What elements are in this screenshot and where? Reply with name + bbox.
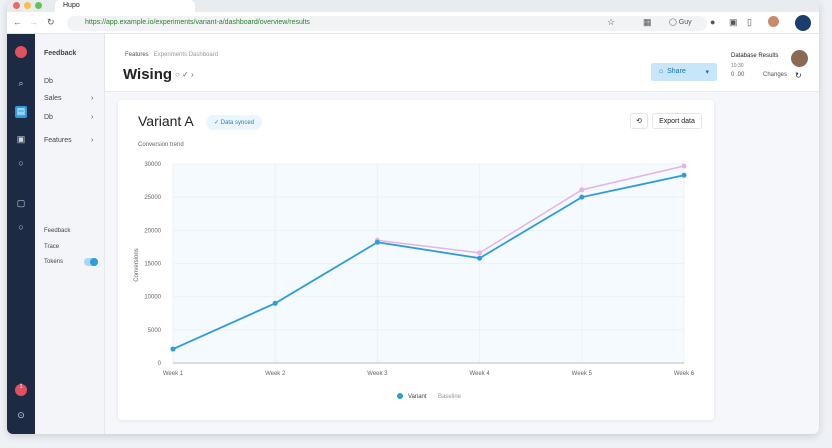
y-tick-label: 10000 xyxy=(144,295,161,301)
badge-label: Data synced xyxy=(220,120,255,126)
sidebar-item[interactable]: Features xyxy=(44,137,72,144)
x-tick-label: Week 4 xyxy=(469,371,490,377)
settings-item[interactable]: Trace xyxy=(44,244,60,250)
chevron-right-icon: › xyxy=(91,114,94,121)
data-point xyxy=(681,163,687,169)
title-actions-icon[interactable]: ○ ✓ › xyxy=(175,70,194,79)
settings-icon[interactable]: ○ xyxy=(18,222,24,232)
chevron-right-icon: › xyxy=(91,137,94,144)
forward-icon[interactable]: → xyxy=(29,17,38,27)
x-tick-label: Week 6 xyxy=(674,371,695,377)
data-point xyxy=(579,194,585,200)
x-tick-label: Week 5 xyxy=(572,371,593,377)
bookmark-icon[interactable]: ☆ xyxy=(607,17,616,27)
data-point xyxy=(477,250,483,256)
page-header: Features Experiments Dashboard Wising ○ … xyxy=(105,34,819,92)
y-tick-label: 0 xyxy=(158,361,162,367)
sync-badge: ✓ Data synced xyxy=(206,115,263,130)
logo-icon xyxy=(15,46,27,58)
sidebar-item[interactable]: Db xyxy=(44,114,53,121)
folder-icon[interactable]: ▣ xyxy=(729,17,738,27)
user-name: Database Results xyxy=(731,53,779,59)
y-tick-label: 15000 xyxy=(144,262,161,268)
account-avatar[interactable] xyxy=(795,15,811,31)
y-tick-label: 5000 xyxy=(148,328,162,334)
legend-label: Baseline xyxy=(438,394,462,400)
export-button[interactable]: Export data xyxy=(652,113,702,129)
address-bar-row: ← → ↻ https://app.example.io/experiments… xyxy=(7,12,819,34)
data-point xyxy=(170,346,176,352)
clipboard-icon[interactable]: ▯ xyxy=(747,17,752,27)
extensions-icon[interactable]: ▦ xyxy=(643,17,652,27)
image-icon[interactable]: ▣ xyxy=(16,134,26,144)
help-icon[interactable]: ⊙ xyxy=(17,410,25,420)
x-tick-label: Week 3 xyxy=(367,371,388,377)
sidebar-title: Feedback xyxy=(44,50,77,57)
changes-link[interactable]: Changes xyxy=(763,72,788,78)
tab-bar: Hupo xyxy=(7,0,819,12)
share-button[interactable]: ⌂ Share ▾ xyxy=(651,63,717,81)
share-icon-button[interactable]: ⟲ xyxy=(630,113,648,129)
url-input[interactable]: https://app.example.io/experiments/varia… xyxy=(67,16,707,31)
sidebar: Feedback Db Sales › Db › Features › Feed… xyxy=(35,34,105,434)
dashboard-icon[interactable]: ▤ xyxy=(15,106,27,118)
breadcrumb: Features Experiments Dashboard xyxy=(125,52,218,58)
refresh-icon[interactable]: ↻ xyxy=(795,71,802,80)
profile-chip[interactable]: ◯ Guy xyxy=(669,19,692,26)
y-tick-label: 25000 xyxy=(144,195,161,201)
browser-tab[interactable]: Hupo xyxy=(55,0,195,12)
user-avatar[interactable] xyxy=(791,50,808,67)
x-tick-label: Week 2 xyxy=(265,371,286,377)
data-point xyxy=(374,239,380,245)
chart-card: Variant A ✓ Data synced ⟲ Export data Co… xyxy=(118,100,714,420)
settings-item[interactable]: Feedback xyxy=(44,228,71,234)
search-icon[interactable]: ⌕ xyxy=(18,78,24,88)
chevron-right-icon: › xyxy=(91,95,94,102)
y-axis-label: Conversions xyxy=(134,248,140,281)
share-label: Share xyxy=(667,68,686,75)
close-window-button[interactable] xyxy=(13,2,20,9)
back-icon[interactable]: ← xyxy=(13,17,22,27)
browser-window: Hupo ← → ↻ https://app.example.io/experi… xyxy=(7,0,819,434)
tab-title: Hupo xyxy=(63,2,80,9)
x-tick-label: Week 1 xyxy=(163,371,184,377)
y-tick-label: 30000 xyxy=(144,162,161,168)
reload-icon[interactable]: ↻ xyxy=(47,17,55,27)
breadcrumb-root[interactable]: Features xyxy=(125,52,149,58)
profile-label: Guy xyxy=(678,19,692,26)
user-sub: 10:30 xyxy=(731,63,744,69)
line-chart: Conversion trend Conversions 0 5000 10000 150… xyxy=(134,142,695,400)
y-tick-label: 20000 xyxy=(144,228,161,234)
maximize-button[interactable] xyxy=(35,2,42,9)
settings-item[interactable]: Tokens xyxy=(44,259,64,265)
circle-icon[interactable]: ○ xyxy=(18,158,24,168)
data-point xyxy=(477,255,483,261)
extension-icon[interactable]: ● xyxy=(710,17,716,27)
data-point xyxy=(579,187,585,193)
legend-marker xyxy=(397,393,403,399)
main-content: Features Experiments Dashboard Wising ○ … xyxy=(105,34,819,434)
breadcrumb-current: Experiments Dashboard xyxy=(153,52,219,58)
legend-label: Variant xyxy=(408,394,427,400)
page-title: Wising xyxy=(123,66,173,83)
card-title: Variant A xyxy=(138,113,194,129)
avatar[interactable] xyxy=(768,16,779,27)
series-line-variant xyxy=(172,174,685,350)
minimize-button[interactable] xyxy=(24,2,31,9)
toggle-switch[interactable] xyxy=(84,258,98,266)
meta-left: 0 .00 xyxy=(731,72,745,78)
sidebar-item[interactable]: Db xyxy=(44,78,53,85)
chart-title: Conversion trend xyxy=(138,142,184,148)
sidebar-item[interactable]: Sales xyxy=(44,95,62,102)
notification-badge[interactable]: 1 xyxy=(15,384,27,396)
data-point xyxy=(272,300,278,306)
series-line-baseline xyxy=(377,165,685,254)
icon-rail: ⌕ ▤ ▣ ○ ▢ ○ 1 ⊙ xyxy=(7,34,35,434)
document-icon[interactable]: ▢ xyxy=(16,198,26,208)
data-point xyxy=(681,172,687,178)
